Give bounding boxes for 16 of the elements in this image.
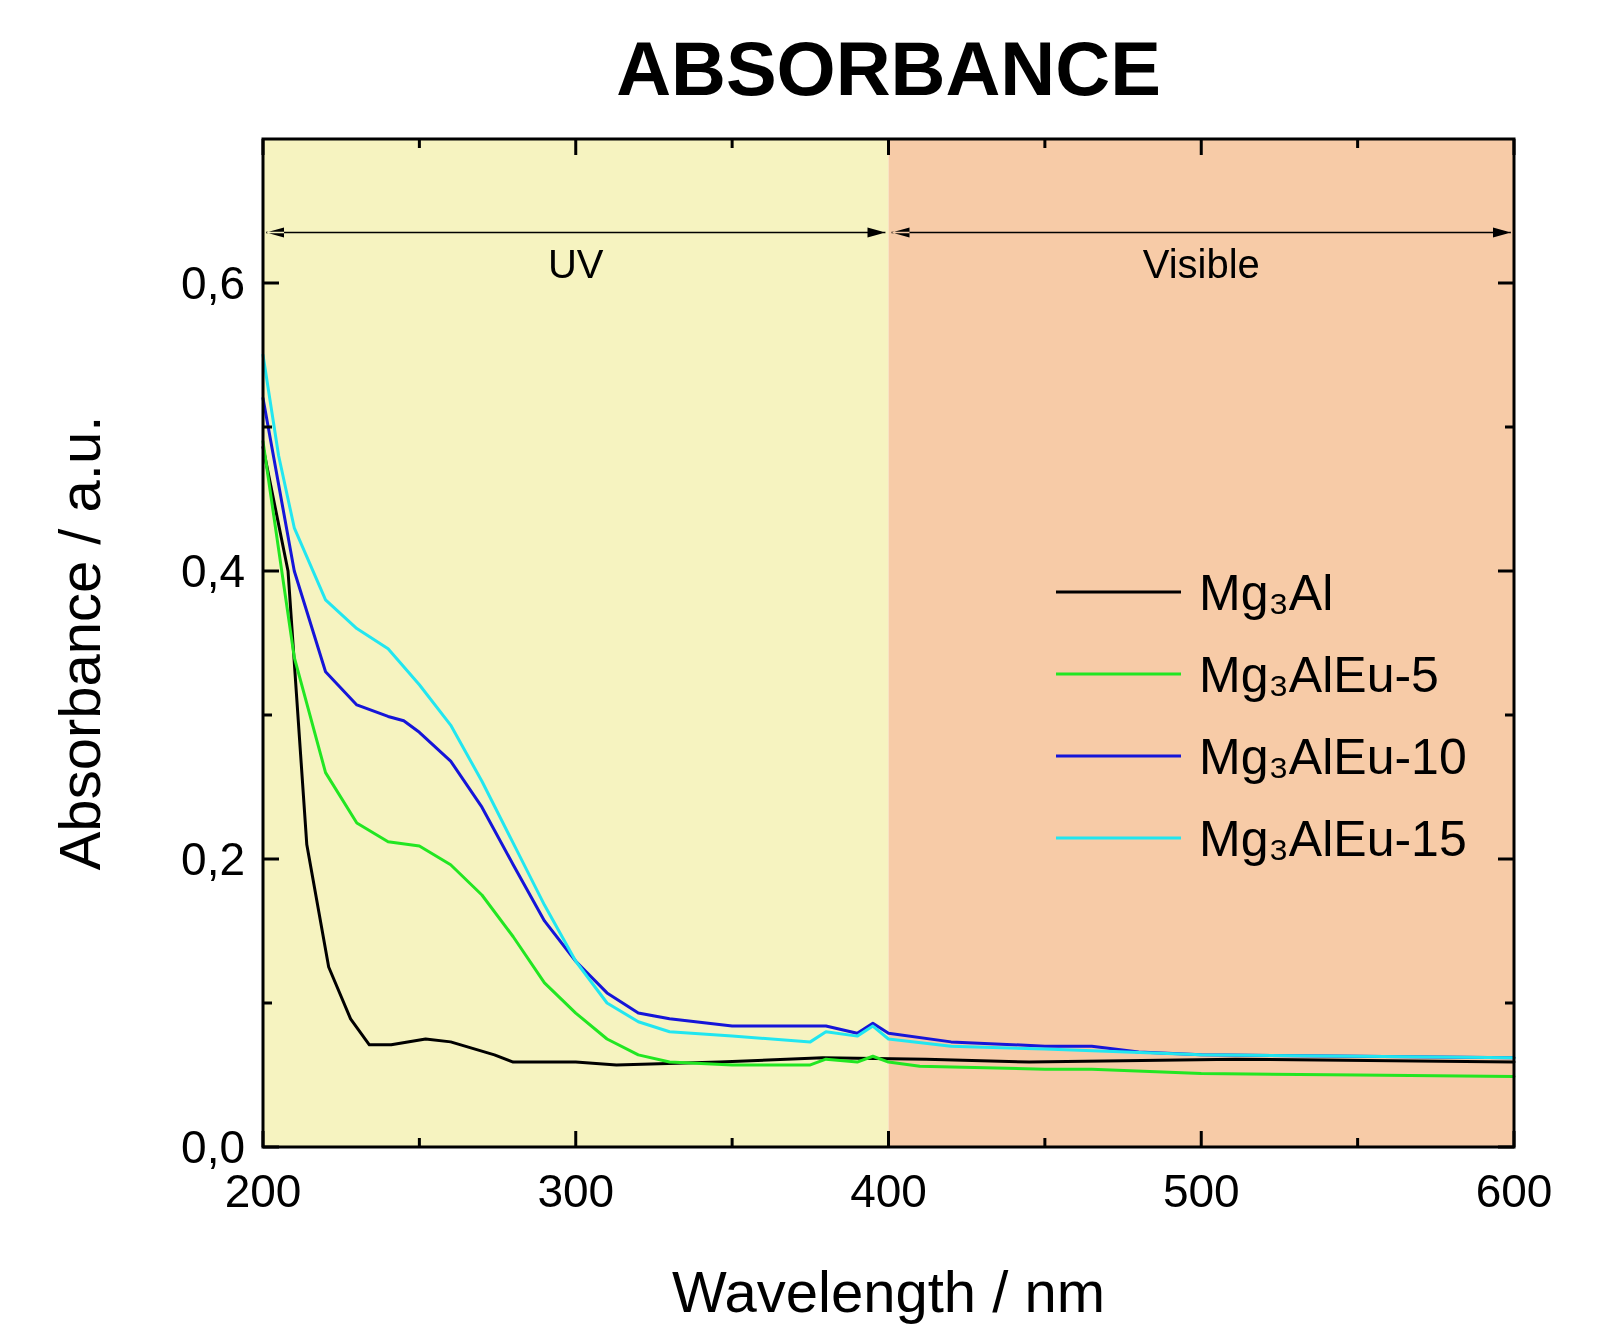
legend-label: Mg₃AlEu-10: [1199, 729, 1467, 785]
x-tick-label: 400: [850, 1165, 927, 1217]
x-tick-label: 300: [537, 1165, 615, 1217]
x-tick-label: 600: [1475, 1165, 1553, 1217]
x-axis-title: Wavelength / nm: [671, 1259, 1106, 1324]
y-axis-title: Absorbance / a.u.: [47, 415, 112, 871]
legend-label: Mg₃Al: [1199, 565, 1334, 621]
y-tick-label: 0,4: [181, 545, 245, 597]
band-label: UV: [547, 241, 604, 286]
legend-label: Mg₃AlEu-15: [1199, 811, 1467, 867]
band-label: Visible: [1142, 241, 1260, 286]
x-tick-label: 500: [1162, 1165, 1240, 1217]
y-tick-label: 0,2: [181, 833, 245, 885]
legend-label: Mg₃AlEu-5: [1199, 647, 1439, 703]
y-tick-label: 0,6: [181, 257, 245, 309]
chart-title: ABSORBANCE: [616, 26, 1161, 111]
